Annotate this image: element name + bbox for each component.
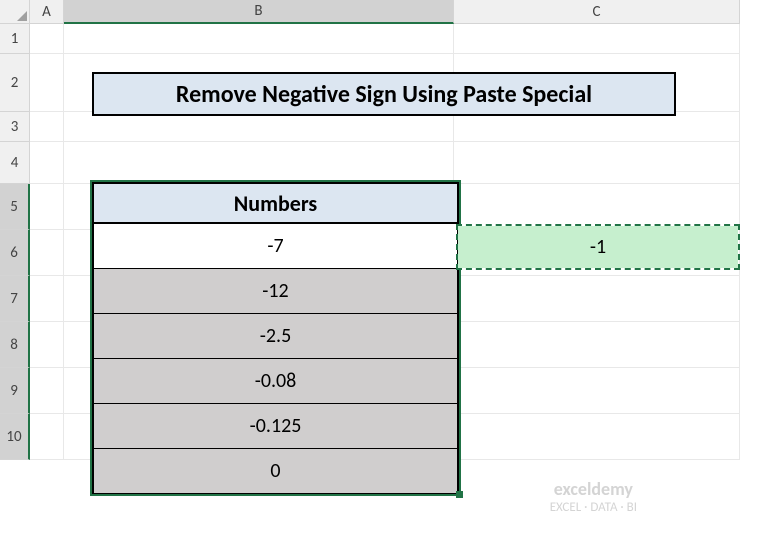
row-header-9[interactable]: 9 — [0, 368, 30, 414]
col-header-B[interactable]: B — [64, 0, 454, 24]
col-header-C[interactable]: C — [454, 0, 740, 24]
cell-A5[interactable] — [30, 184, 64, 230]
cell-C10[interactable] — [454, 414, 740, 460]
fill-handle[interactable] — [456, 491, 463, 498]
table-row[interactable]: -7 — [92, 224, 459, 269]
table-row[interactable]: -2.5 — [92, 314, 459, 359]
cell-A7[interactable] — [30, 276, 64, 322]
table-row[interactable]: -12 — [92, 269, 459, 314]
cell-A8[interactable] — [30, 322, 64, 368]
cell-A4[interactable] — [30, 142, 64, 184]
cell-C7[interactable] — [454, 276, 740, 322]
title-merged-cell[interactable]: Remove Negative Sign Using Paste Special — [92, 72, 676, 116]
cell-A3[interactable] — [30, 112, 64, 142]
row-header-2[interactable]: 2 — [0, 54, 30, 112]
cell-A10[interactable] — [30, 414, 64, 460]
row-header-3[interactable]: 3 — [0, 112, 30, 142]
table-row[interactable]: 0 — [92, 449, 459, 494]
copy-source-cell[interactable]: -1 — [458, 226, 738, 268]
cell-C4[interactable] — [454, 142, 740, 184]
cell-A2[interactable] — [30, 54, 64, 112]
select-all-corner[interactable] — [0, 0, 30, 24]
row-header-7[interactable]: 7 — [0, 276, 30, 322]
cell-C8[interactable] — [454, 322, 740, 368]
col-header-A[interactable]: A — [30, 0, 64, 24]
selection-range: Numbers -7 -12 -2.5 -0.08 -0.125 0 — [90, 180, 461, 496]
cell-C3[interactable] — [454, 112, 740, 142]
watermark: exceldemy EXCEL · DATA · BI — [550, 479, 637, 516]
row-header-4[interactable]: 4 — [0, 142, 30, 184]
watermark-tagline: EXCEL · DATA · BI — [550, 500, 637, 516]
cell-C5[interactable] — [454, 184, 740, 230]
row-header-8[interactable]: 8 — [0, 322, 30, 368]
cell-C1[interactable] — [454, 24, 740, 54]
row-header-10[interactable]: 10 — [0, 414, 30, 460]
row-header-6[interactable]: 6 — [0, 230, 30, 276]
cell-A6[interactable] — [30, 230, 64, 276]
cell-A9[interactable] — [30, 368, 64, 414]
table-header-numbers[interactable]: Numbers — [92, 182, 459, 224]
cell-B4[interactable] — [64, 142, 454, 184]
cell-A1[interactable] — [30, 24, 64, 54]
table-row[interactable]: -0.08 — [92, 359, 459, 404]
table-row[interactable]: -0.125 — [92, 404, 459, 449]
cell-B3[interactable] — [64, 112, 454, 142]
row-header-1[interactable]: 1 — [0, 24, 30, 54]
cell-B1[interactable] — [64, 24, 454, 54]
row-header-5[interactable]: 5 — [0, 184, 30, 230]
watermark-brand: exceldemy — [550, 479, 637, 501]
cell-C9[interactable] — [454, 368, 740, 414]
